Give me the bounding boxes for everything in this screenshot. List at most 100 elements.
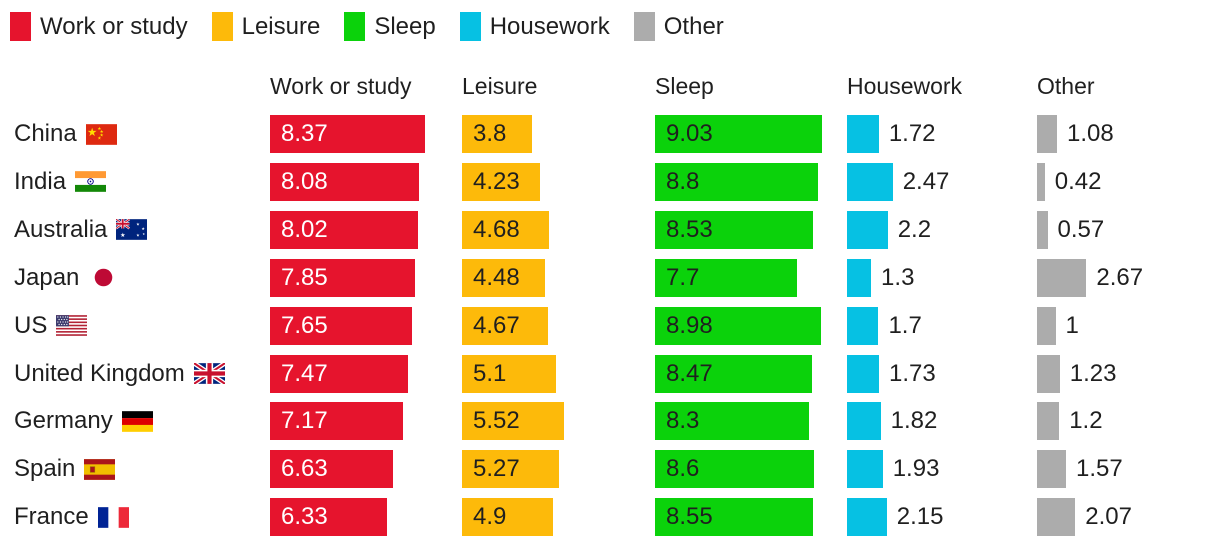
bar-other [1037,498,1076,537]
legend-label: Sleep [374,12,436,40]
svg-text:★: ★ [121,233,127,240]
country-label: US [14,302,88,350]
value-label-sleep: 8.6 [666,455,700,483]
legend-swatch-other [633,12,655,41]
value-label-other: 1 [1065,311,1079,339]
flag-spain-icon [84,458,116,480]
value-label-work-or-study: 7.17 [281,407,328,435]
value-label-housework: 2.2 [897,215,932,243]
bar-sleep: 7.7 [655,258,798,297]
svg-text:★: ★ [99,132,104,137]
value-label-leisure: 5.52 [473,407,520,435]
country-label: United Kingdom [14,350,225,398]
country-name: Australia [14,215,108,243]
value-label-work-or-study: 7.47 [281,359,328,387]
bar-sleep: 8.55 [655,498,814,537]
value-label-leisure: 4.67 [473,311,520,339]
svg-text:★: ★ [97,135,102,140]
value-label-housework: 1.82 [890,407,938,435]
flag-india-icon [75,171,107,193]
bar-other [1037,306,1056,345]
country-label: Spain [14,445,116,493]
bar-sleep: 9.03 [655,115,823,153]
value-label-other: 1.2 [1069,407,1103,435]
country-name: United Kingdom [14,359,185,387]
value-label-sleep: 8.8 [666,167,700,195]
row-spain: Spain 6.63 5.27 8.6 1.93 1.57 [0,445,1220,493]
bar-leisure: 4.9 [462,498,553,537]
bar-leisure: 4.68 [462,210,549,249]
legend-item-leisure: Leisure [211,12,320,41]
row-united-kingdom: United Kingdom 7.47 5.1 8.47 1.73 1.23 [0,350,1220,398]
country-name: Germany [14,407,113,435]
flag-uk-icon [193,363,225,384]
value-label-leisure: 4.9 [473,503,507,531]
legend-swatch-leisure [211,12,233,41]
value-label-leisure: 5.1 [473,359,507,387]
value-label-sleep: 8.47 [666,359,713,387]
bar-sleep: 8.47 [655,354,812,393]
bar-work-or-study: 7.65 [270,306,412,345]
svg-text:★: ★ [99,128,104,133]
value-label-housework: 1.93 [892,455,940,483]
value-label-work-or-study: 6.33 [281,503,328,531]
bar-work-or-study: 8.02 [270,210,419,249]
svg-text:★: ★ [97,125,102,130]
bar-other [1037,450,1067,489]
bar-work-or-study: 8.37 [270,115,425,153]
country-name: Spain [14,455,76,483]
country-name: China [14,120,77,147]
value-label-leisure: 4.23 [473,167,520,195]
bar-leisure: 5.1 [462,354,557,393]
value-label-sleep: 8.55 [666,503,713,531]
country-label: India [14,158,107,206]
legend-swatch-work-or-study [10,12,31,41]
legend-item-sleep: Sleep [344,12,436,41]
row-china: China ★ ★ ★ ★ ★ 8.37 3.8 9.03 1.72 1.08 [0,110,1220,158]
bar-other [1037,162,1045,201]
bar-other [1037,402,1060,441]
row-france: France 6.33 4.9 8.55 2.15 2.07 [0,493,1220,541]
legend-item-other: Other [633,12,724,41]
bar-housework [847,354,879,393]
bar-work-or-study: 8.08 [270,162,420,201]
bar-sleep: 8.53 [655,210,813,249]
bar-work-or-study: 7.17 [270,402,403,441]
value-label-work-or-study: 7.65 [281,311,328,339]
country-label: France [14,493,129,541]
value-label-sleep: 7.7 [666,263,700,291]
flag-germany-icon [121,411,153,432]
value-label-housework: 1.72 [888,120,936,147]
row-japan: Japan 7.85 4.48 7.7 1.3 2.67 [0,254,1220,302]
value-label-housework: 2.15 [896,503,944,531]
bar-leisure: 4.67 [462,306,549,345]
value-label-leisure: 4.68 [473,215,520,243]
bar-housework [847,450,883,489]
svg-text:★: ★ [142,226,146,231]
flag-japan-icon [88,267,120,289]
value-label-housework: 2.47 [902,167,950,195]
bar-housework [847,115,879,153]
bar-housework [847,402,881,441]
flag-us-icon [56,315,88,336]
column-header-sleep: Sleep [655,73,714,99]
legend-label: Housework [489,12,610,40]
bar-housework [847,162,893,201]
flag-france-icon [97,506,129,528]
legend-label: Other [663,12,724,40]
value-label-work-or-study: 6.63 [281,455,328,483]
value-label-work-or-study: 8.08 [281,167,328,195]
bar-sleep: 8.6 [655,450,815,489]
column-header-work-or-study: Work or study [270,73,412,99]
bar-other [1037,210,1048,249]
bar-leisure: 4.48 [462,258,545,297]
value-label-work-or-study: 7.85 [281,263,328,291]
bar-sleep: 8.8 [655,162,818,201]
value-label-work-or-study: 8.37 [281,120,328,147]
bar-other [1037,354,1060,393]
legend: Work or study Leisure Sleep Housework Other [10,12,724,41]
legend-label: Work or study [40,12,188,40]
flag-australia-icon: ★ ★ ★ ★ ★ [116,219,148,241]
